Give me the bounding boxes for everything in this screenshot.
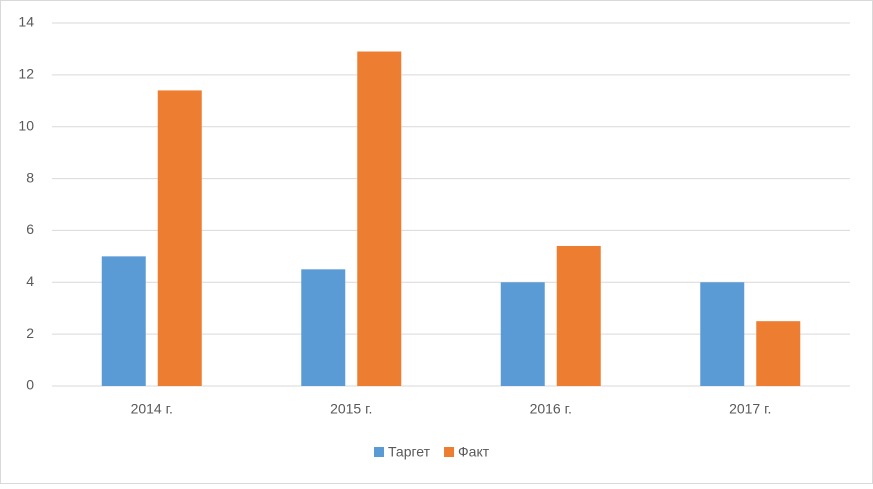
y-tick-label: 12 (18, 66, 34, 82)
y-tick-label: 2 (26, 325, 34, 341)
y-tick-label: 8 (26, 169, 34, 185)
legend-swatch (444, 447, 455, 457)
bar (101, 256, 146, 386)
legend-label: Таргет (388, 444, 431, 460)
y-tick-label: 6 (26, 221, 34, 237)
y-tick-label: 10 (18, 117, 34, 133)
x-tick-label: 2014 г. (131, 401, 173, 417)
y-tick-label: 14 (18, 14, 34, 30)
bar (157, 90, 202, 387)
bar (756, 321, 801, 386)
bar (301, 269, 346, 386)
bar (500, 282, 545, 386)
legend-label: Факт (458, 444, 490, 460)
legend-swatch (374, 447, 384, 457)
x-tick-label: 2017 г. (729, 401, 771, 417)
x-tick-label: 2016 г. (530, 401, 572, 417)
bar (700, 282, 745, 386)
bar (556, 245, 601, 386)
y-tick-label: 0 (26, 377, 34, 393)
bar (357, 51, 402, 387)
y-tick-label: 4 (26, 273, 34, 289)
x-tick-label: 2015 г. (330, 401, 372, 417)
